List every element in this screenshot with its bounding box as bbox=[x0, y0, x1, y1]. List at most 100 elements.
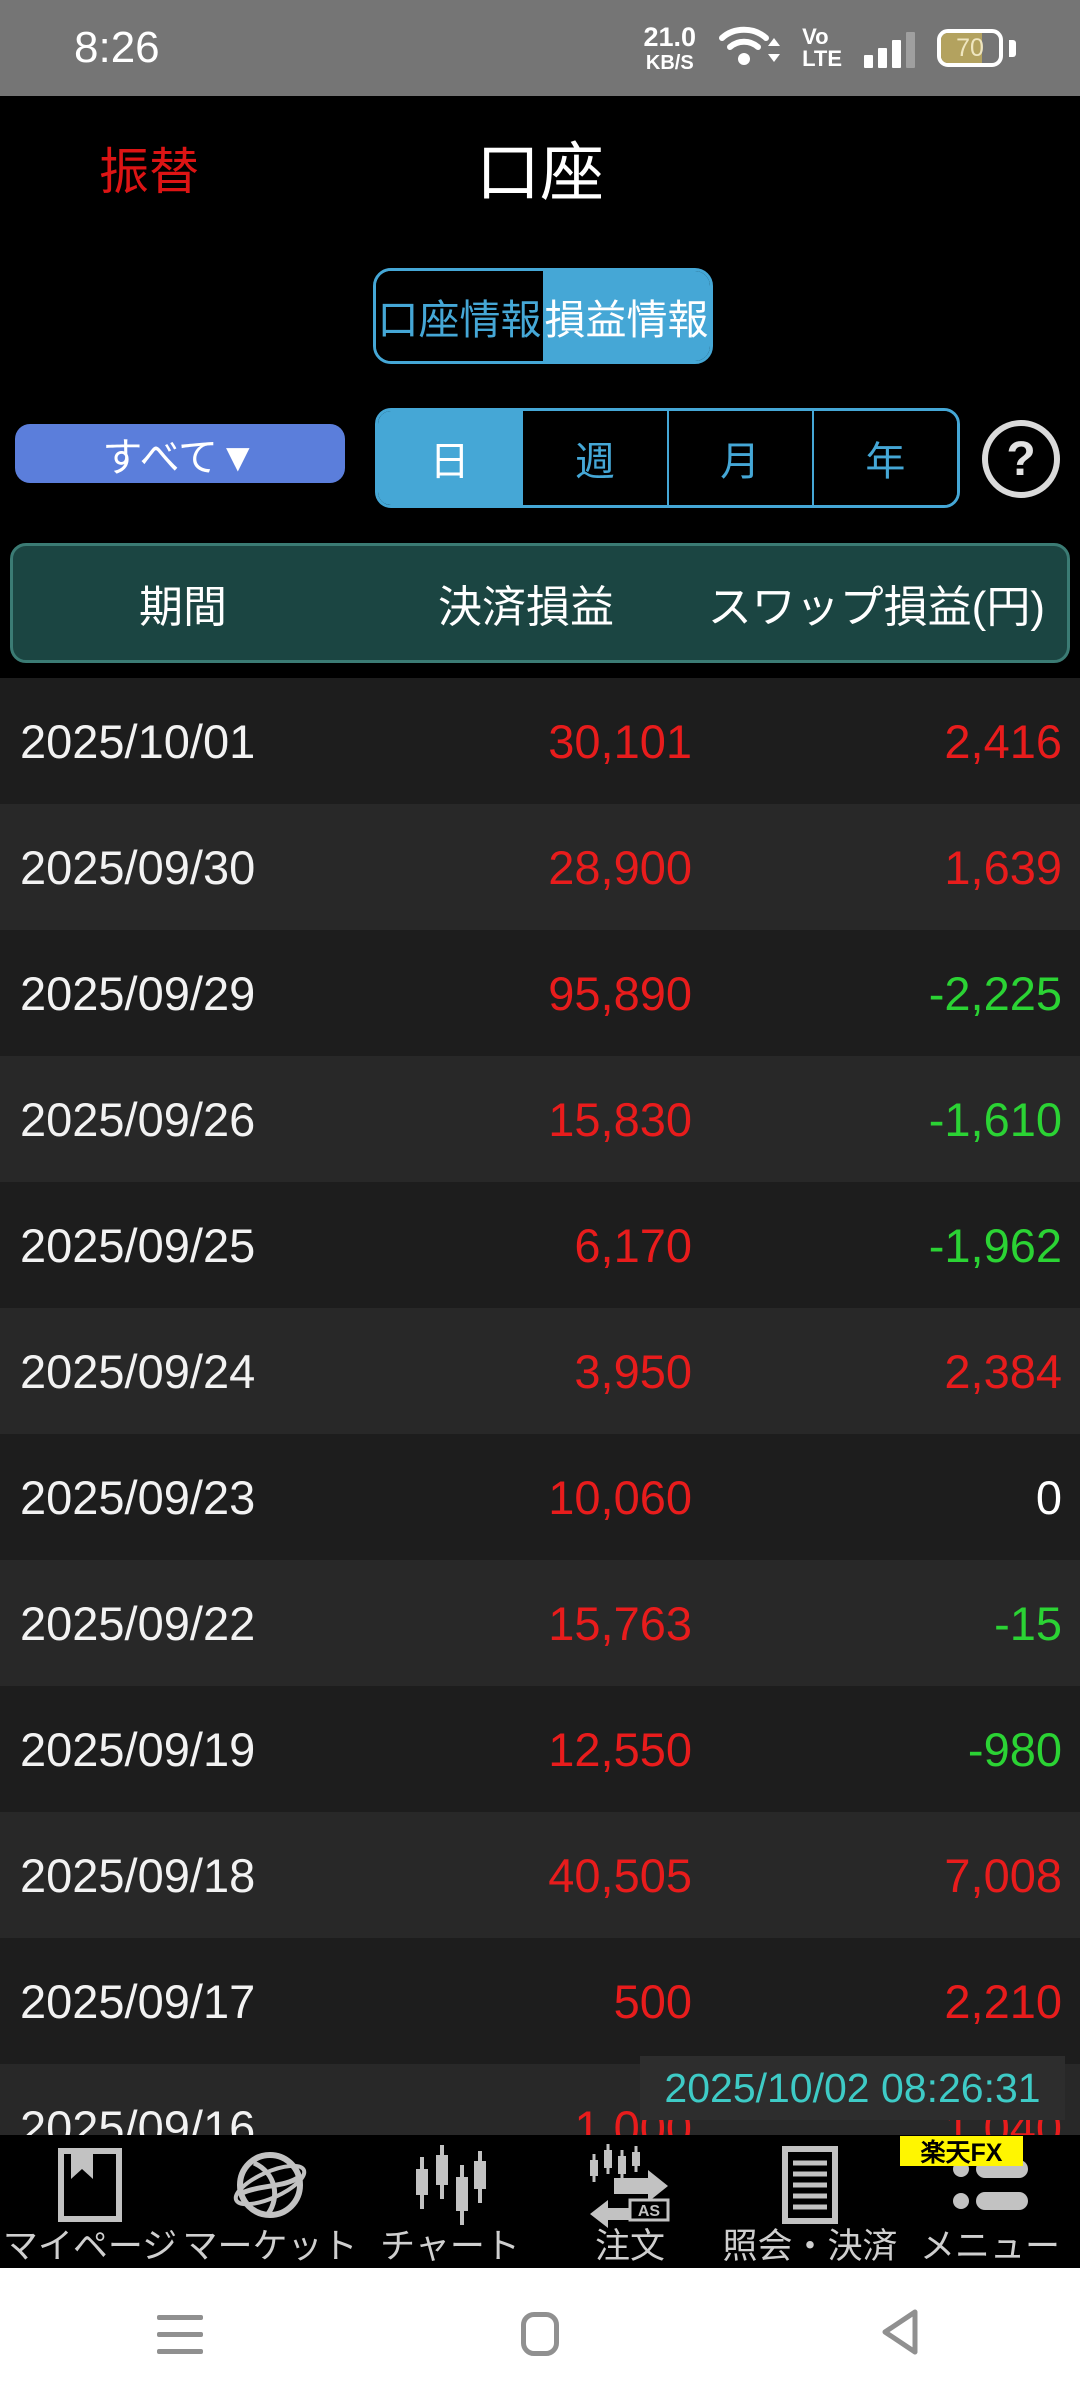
row-swap: 7,008 bbox=[944, 1848, 1062, 1902]
back-icon[interactable] bbox=[877, 2307, 923, 2362]
row-swap: -980 bbox=[967, 1722, 1062, 1776]
row-date: 2025/09/19 bbox=[20, 1722, 256, 1776]
row-swap: -15 bbox=[994, 1596, 1062, 1650]
nav-label: チャート bbox=[380, 2227, 520, 2266]
bottom-nav: マイページ マーケット bbox=[0, 2135, 1080, 2268]
order-icon-tag: AS bbox=[638, 2203, 661, 2220]
nav-label: 照会・決済 bbox=[722, 2227, 898, 2266]
row-swap: 2,416 bbox=[944, 714, 1062, 768]
segmented-tab-0[interactable]: 口座情報 bbox=[376, 271, 543, 361]
nav-item-market[interactable]: マーケット bbox=[180, 2135, 360, 2268]
row-date: 2025/09/17 bbox=[20, 1974, 256, 2028]
network-speed-indicator: 21.0 KB/S bbox=[643, 21, 697, 74]
status-icons: 21.0 KB/S Vo LTE 70 bbox=[644, 0, 1016, 96]
nav-label: マーケット bbox=[182, 2227, 358, 2266]
row-swap: -1,610 bbox=[928, 1092, 1062, 1146]
nav-label: マイページ bbox=[2, 2227, 178, 2266]
table-row[interactable]: 2025/09/22 15,763 -15 bbox=[0, 1560, 1080, 1686]
table-row[interactable]: 2025/09/29 95,890 -2,225 bbox=[0, 930, 1080, 1056]
battery-icon: 70 bbox=[937, 29, 1003, 67]
row-swap: 0 bbox=[1035, 1470, 1062, 1524]
row-date: 2025/09/26 bbox=[20, 1092, 256, 1146]
row-pl: 30,101 bbox=[548, 714, 692, 768]
column-header-swap-pl: スワップ損益(円) bbox=[707, 583, 1045, 632]
row-date: 2025/09/25 bbox=[20, 1218, 256, 1272]
volte-line2: LTE bbox=[802, 46, 842, 71]
period-tab-2[interactable]: 月 bbox=[666, 411, 812, 505]
page-title: 口座 bbox=[476, 137, 604, 209]
recents-icon[interactable] bbox=[157, 2314, 203, 2354]
table-row[interactable]: 2025/10/01 30,101 2,416 bbox=[0, 678, 1080, 804]
nav-item-menu[interactable]: メニュー bbox=[900, 2135, 1080, 2268]
table-row[interactable]: 2025/09/26 15,830 -1,610 bbox=[0, 1056, 1080, 1182]
status-bar: 8:26 21.0 KB/S Vo LTE bbox=[0, 0, 1080, 96]
nav-label: メニュー bbox=[919, 2227, 1060, 2266]
row-date: 2025/09/23 bbox=[20, 1470, 256, 1524]
table-header: 期間 決済損益 スワップ損益(円) bbox=[10, 543, 1070, 663]
row-pl: 500 bbox=[613, 1974, 692, 2028]
account-info-segmented-control: 口座情報 損益情報 bbox=[373, 268, 713, 364]
battery-fill bbox=[941, 33, 982, 63]
table-row[interactable]: 2025/09/24 3,950 2,384 bbox=[0, 1308, 1080, 1434]
period-tab-0[interactable]: 日 bbox=[378, 411, 522, 505]
period-tabs: 日 週 月 年 bbox=[375, 408, 960, 508]
volte-icon: Vo LTE bbox=[802, 26, 842, 70]
network-speed-unit: KB/S bbox=[645, 51, 694, 74]
nav-item-mypage[interactable]: マイページ bbox=[0, 2135, 180, 2268]
nav-item-chart[interactable]: チャート bbox=[360, 2135, 540, 2268]
row-date: 2025/09/30 bbox=[20, 840, 256, 894]
order-icon: AS bbox=[584, 2141, 676, 2229]
nav-item-order[interactable]: AS 注文 bbox=[540, 2135, 720, 2268]
table-row[interactable]: 2025/09/30 28,900 1,639 bbox=[0, 804, 1080, 930]
table-row[interactable]: 2025/09/25 6,170 -1,962 bbox=[0, 1182, 1080, 1308]
transfer-button[interactable]: 振替 bbox=[99, 144, 199, 200]
mypage-icon bbox=[51, 2141, 129, 2229]
row-pl: 6,170 bbox=[574, 1218, 692, 1272]
table-row[interactable]: 2025/09/19 12,550 -980 bbox=[0, 1686, 1080, 1812]
scope-dropdown-button[interactable]: すべて▼ bbox=[15, 424, 345, 483]
row-pl: 15,763 bbox=[548, 1596, 692, 1650]
market-globe-icon bbox=[230, 2141, 310, 2229]
home-icon[interactable] bbox=[521, 2312, 559, 2356]
nav-label: 注文 bbox=[594, 2227, 665, 2266]
row-date: 2025/09/22 bbox=[20, 1596, 256, 1650]
battery-nub bbox=[1009, 39, 1016, 57]
row-date: 2025/09/16 bbox=[20, 2100, 256, 2136]
column-header-settlement-pl: 決済損益 bbox=[438, 583, 614, 632]
candlestick-chart-icon bbox=[410, 2141, 490, 2229]
row-date: 2025/10/01 bbox=[20, 714, 256, 768]
segmented-tab-1[interactable]: 損益情報 bbox=[543, 271, 710, 361]
row-pl: 3,950 bbox=[574, 1344, 692, 1398]
table-row[interactable]: 2025/09/23 10,060 0 bbox=[0, 1434, 1080, 1560]
signal-strength-icon bbox=[864, 28, 915, 68]
last-updated-timestamp: 2025/10/02 08:26:31 bbox=[640, 2056, 1065, 2120]
table-row[interactable]: 2025/09/17 500 2,210 bbox=[0, 1938, 1080, 2064]
row-swap: -1,962 bbox=[928, 1218, 1062, 1272]
app-header: 振替 口座 bbox=[0, 96, 1080, 236]
pl-table: 2025/10/01 30,101 2,416 2025/09/30 28,90… bbox=[0, 678, 1080, 2135]
row-swap: 1,639 bbox=[944, 840, 1062, 894]
row-swap: 2,384 bbox=[944, 1344, 1062, 1398]
row-pl: 10,060 bbox=[548, 1470, 692, 1524]
column-header-period: 期間 bbox=[139, 583, 227, 632]
row-swap: -2,225 bbox=[928, 966, 1062, 1020]
table-row[interactable]: 2025/09/18 40,505 7,008 bbox=[0, 1812, 1080, 1938]
clock: 8:26 bbox=[74, 23, 160, 72]
volte-line1: Vo bbox=[802, 24, 829, 49]
row-pl: 95,890 bbox=[548, 966, 692, 1020]
document-list-icon bbox=[777, 2141, 843, 2229]
period-tab-1[interactable]: 週 bbox=[521, 411, 667, 505]
row-pl: 12,550 bbox=[548, 1722, 692, 1776]
row-date: 2025/09/18 bbox=[20, 1848, 256, 1902]
period-tab-3[interactable]: 年 bbox=[811, 411, 957, 505]
nav-item-inquiry-settlement[interactable]: 照会・決済 bbox=[720, 2135, 900, 2268]
network-speed-value: 21.0 bbox=[643, 21, 697, 52]
wifi-icon bbox=[718, 22, 781, 75]
row-swap: 2,210 bbox=[944, 1974, 1062, 2028]
row-date: 2025/09/29 bbox=[20, 966, 256, 1020]
row-pl: 28,900 bbox=[548, 840, 692, 894]
row-pl: 40,505 bbox=[548, 1848, 692, 1902]
rakuten-fx-badge: 楽天FX bbox=[900, 2136, 1023, 2167]
help-icon[interactable]: ? bbox=[982, 420, 1060, 498]
